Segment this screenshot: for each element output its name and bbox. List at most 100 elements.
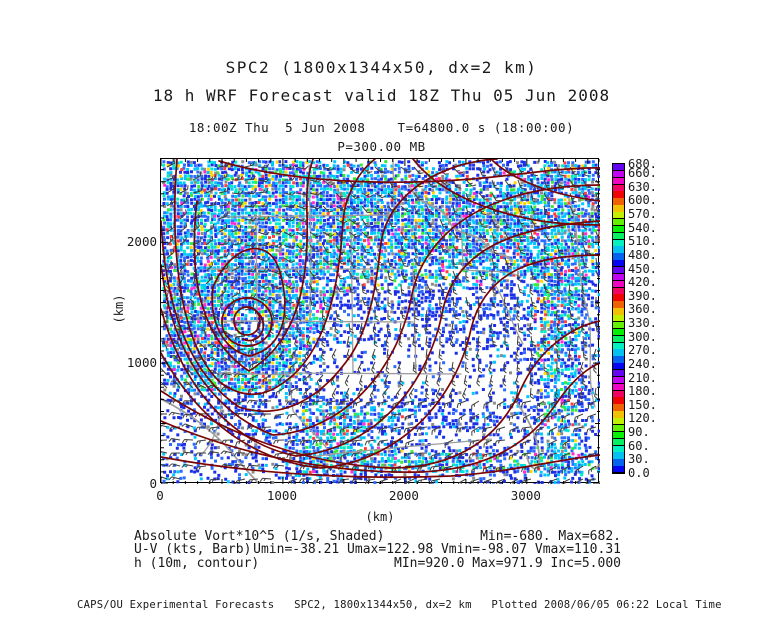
colorbar-tick-label: 270. [628,343,657,358]
colorbar-cell [613,424,624,433]
x-tick-label: 2000 [388,488,419,503]
legend-layer-stats: MIn=920.0 Max=971.9 Inc=5.000 [394,555,621,571]
colorbar-tick-label: 360. [628,302,657,317]
colorbar-cell [613,383,624,392]
footer-credit: CAPS/OU Experimental Forecasts SPC2, 180… [77,599,722,611]
legend-layer-label: Absolute Vort*10^5 (1/s, Shaded) [134,529,385,544]
colorbar-cell [613,376,624,385]
colorbar-tick-label: 330. [628,316,657,331]
colorbar-tick-label: 420. [628,275,657,290]
colorbar-cell [613,205,624,213]
axis-ticks [161,159,600,484]
colorbar-tick-label: 630. [628,179,657,194]
colorbar-cell [613,294,624,302]
colorbar-tick-label: 480. [628,247,657,262]
y-tick-label: 0 [149,476,157,491]
colorbar-cell [613,321,624,330]
colorbar-cell [613,212,624,220]
forecast-subtitle: 18 h WRF Forecast valid 18Z Thu 05 Jun 2… [152,86,611,105]
colorbar-cell [613,246,624,254]
colorbar-cell [613,397,624,405]
colorbar-tick-label: 540. [628,220,657,235]
state-borders-layer [161,159,596,484]
colorbar-tick-label: 180. [628,384,657,399]
colorbar-tick-label: 300. [628,329,657,344]
colorbar-cell [613,301,624,309]
colorbar-cell [613,349,624,357]
colorbar-tick-label: 600. [628,193,657,208]
colorbar-cell [613,315,624,323]
colorbar-cell [613,184,624,192]
colorbar-cell [613,287,624,295]
colorbar-tick-label: 60. [628,438,650,453]
colorbar-cell [613,356,624,364]
colorbar-cell [613,459,624,467]
colorbar-cell [613,418,624,426]
legend-block: Absolute Vort*10^5 (1/s, Shaded) Min=-680… [134,529,621,571]
x-tick-label: 0 [156,488,164,503]
colorbar-cell [613,431,624,440]
colorbar-tick-label: 240. [628,356,657,371]
colorbar-tick-label: 510. [628,234,657,249]
colorbar-cell [613,177,624,186]
valid-time-line: 18:00Z Thu 5 Jun 2008 T=64800.0 s (18:00… [188,120,575,135]
colorbar-cell [613,218,624,227]
colorbar-tick-label: 90. [628,425,650,440]
colorbar-tick-label: 120. [628,411,657,426]
colorbar-cell [613,335,624,344]
colorbar-cell [613,198,624,206]
y-tick-label: 1000 [126,355,157,371]
colorbar-cell [613,452,624,460]
y-tick-label: 2000 [126,234,157,250]
legend-row: Absolute Vort*10^5 (1/s, Shaded) Min=-680… [134,529,621,544]
colorbar-tick-label: 680. [628,157,657,171]
colorbar-cell [613,191,624,199]
colorbar-tick-label: 150. [628,397,657,412]
colorbar-cell [613,267,624,275]
colorbar-cell [613,253,624,261]
colorbar-cell [613,239,624,247]
colorbar-cell [613,273,624,282]
colorbar-cell [613,438,624,447]
legend-row: U-V (kts, Barb) Umin=-38.21 Umax=122.98 V… [134,542,621,558]
colorbar-cell [613,363,624,371]
colorbar-cell [613,328,624,337]
colorbar-cell [613,225,624,234]
y-axis-unit-label: (km) [112,294,126,324]
colorbar-tick-label: 570. [628,206,657,221]
map-plot-area [160,158,600,484]
page-title: SPC2 (1800x1344x50, dx=2 km) [225,58,538,77]
legend-layer-label: U-V (kts, Barb) [134,542,252,558]
legend-layer-stats: Umin=-38.21 Umax=122.98 Vmin=-98.07 Vmax… [253,542,621,558]
colorbar-cell [613,164,624,172]
height-contours-layer [161,159,600,479]
colorbar-cell [613,411,624,419]
colorbar-tick-label: 450. [628,261,657,276]
legend-layer-label: h (10m, contour) [134,555,260,571]
legend-layer-stats: Min=-680. Max=682. [480,529,621,544]
colorbar-cell [613,445,624,453]
colorbar-cell [613,308,624,316]
colorbar-cell [613,280,624,289]
forecast-map [161,159,600,484]
x-tick-label: 3000 [510,488,541,503]
x-axis-unit-label: (km) [365,510,395,524]
colorbar-tick-label: 0.0 [628,466,650,480]
colorbar-cell [613,232,624,241]
pressure-level-label: P=300.00 MB [337,139,426,154]
legend-row: h (10m, contour) MIn=920.0 Max=971.9 Inc=… [134,555,621,571]
colorbar-cell [613,390,624,398]
colorbar-tick-label: 660. [628,166,657,181]
colorbar-cell [613,260,624,268]
colorbar-tick-label: 30. [628,452,650,467]
colorbar-tick-label: 210. [628,370,657,385]
colorbar-cell [613,466,624,474]
colorbar [612,163,625,474]
colorbar-cell [613,170,624,179]
colorbar-cell [613,404,624,412]
colorbar-cell [613,370,624,378]
colorbar-cell [613,342,624,350]
colorbar-tick-label: 390. [628,288,657,303]
x-tick-label: 1000 [266,488,297,503]
